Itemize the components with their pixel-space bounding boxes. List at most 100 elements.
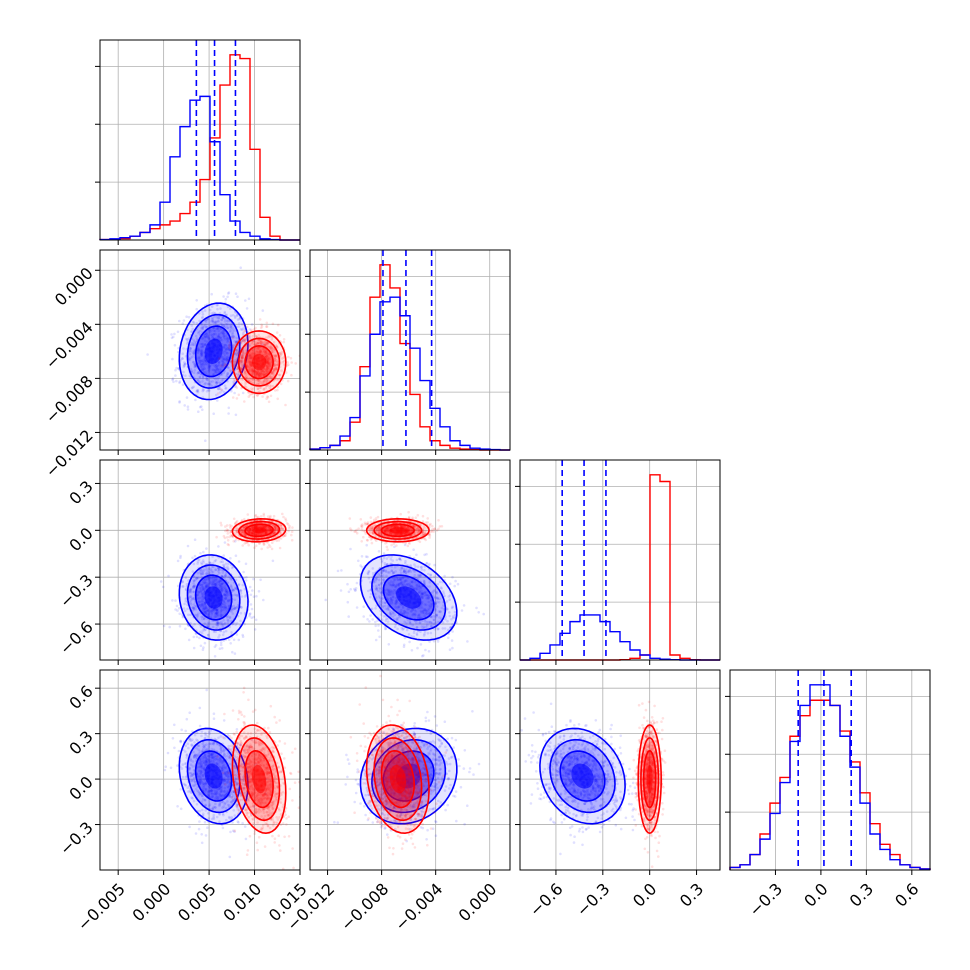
series-a-point <box>227 562 230 566</box>
series-a-point <box>209 380 213 384</box>
series-a-point <box>224 605 227 608</box>
series-a-point <box>390 599 394 602</box>
series-a-point <box>215 376 219 379</box>
series-a-point <box>232 344 235 347</box>
series-a-point <box>229 576 232 580</box>
series-b-point <box>264 349 268 353</box>
series-a-point <box>198 375 202 379</box>
series-a-point <box>222 295 225 298</box>
series-a-point <box>224 606 228 610</box>
series-b-point <box>263 367 266 371</box>
series-b-point <box>228 341 232 344</box>
series-a-point <box>236 295 239 299</box>
series-b-point <box>257 372 261 375</box>
series-a-point <box>182 365 186 369</box>
series-b-point <box>269 516 272 519</box>
series-a-point <box>450 618 453 621</box>
series-b-point <box>274 354 278 357</box>
series-b-point <box>254 525 258 528</box>
series-b-point <box>234 361 238 365</box>
series-b-point <box>258 542 261 545</box>
series-a-point <box>204 335 207 339</box>
series-b-point <box>247 530 251 534</box>
series-a-point <box>416 565 420 568</box>
series-b-point <box>279 524 283 528</box>
series-a-point <box>243 339 247 342</box>
series-a-point <box>214 630 217 633</box>
series-a-point <box>426 631 430 635</box>
series-b-point <box>258 351 262 355</box>
series-b-point <box>258 318 262 321</box>
series-a-point <box>439 586 443 589</box>
series-a-point <box>415 626 419 629</box>
series-a-point <box>445 607 449 610</box>
series-b-contour <box>237 337 281 387</box>
series-b-point <box>265 354 268 358</box>
series-a-point <box>211 316 214 320</box>
series-a-point <box>380 560 384 564</box>
series-a-point <box>392 588 396 592</box>
series-b-point <box>424 538 428 542</box>
series-a-point <box>439 610 442 613</box>
series-b-point <box>266 361 269 364</box>
series-a-point <box>220 646 224 650</box>
series-a-point <box>426 597 430 600</box>
series-a-point <box>196 562 199 565</box>
series-a-point <box>412 612 416 615</box>
series-b-point <box>241 351 245 355</box>
series-b-point <box>250 343 254 346</box>
series-a-point <box>379 613 383 616</box>
series-a-point <box>190 324 194 327</box>
series-a-point <box>210 292 213 296</box>
series-a-point <box>418 573 421 577</box>
series-a-point <box>227 575 230 579</box>
series-b-point <box>266 342 270 345</box>
series-a-point <box>430 599 433 602</box>
series-a-point <box>200 359 204 363</box>
series-b-point <box>274 527 278 531</box>
series-a-point <box>224 584 227 587</box>
series-b-point <box>218 357 221 360</box>
series-a-point <box>221 581 224 585</box>
series-a-point <box>222 564 226 567</box>
series-a-point <box>249 593 253 597</box>
series-a-point <box>222 600 225 603</box>
series-a-point <box>212 609 216 613</box>
series-a-point <box>197 348 200 352</box>
series-b-point <box>267 357 270 361</box>
series-a-point <box>192 635 196 639</box>
series-a-point <box>224 343 227 347</box>
series-a-point <box>197 576 200 580</box>
series-a-point <box>223 576 226 580</box>
series-a-point <box>220 331 223 335</box>
series-a-point <box>215 381 218 385</box>
series-a-point <box>390 590 394 593</box>
series-a-point <box>209 568 213 571</box>
series-a-point <box>220 582 224 585</box>
series-a-point <box>239 589 243 592</box>
series-a-point <box>221 359 225 363</box>
series-a-point <box>259 578 262 582</box>
series-a-point <box>395 600 398 603</box>
series-b-point <box>241 363 244 367</box>
series-a-point <box>221 605 225 609</box>
series-a-point <box>220 318 223 321</box>
series-a-point <box>222 332 225 336</box>
series-b-point <box>249 528 252 531</box>
series-a-point <box>202 582 205 586</box>
series-b-point <box>247 530 250 534</box>
series-b-point <box>251 369 254 372</box>
series-b-point <box>267 526 271 529</box>
series-a-point <box>175 379 178 383</box>
series-a-point <box>217 335 220 339</box>
series-a-point <box>408 582 411 586</box>
series-a-point <box>389 612 392 616</box>
series-a-point <box>339 589 343 592</box>
series-a-point <box>202 587 205 590</box>
series-a-point <box>394 596 398 600</box>
series-a-point <box>176 609 179 612</box>
series-b-point <box>228 346 231 349</box>
series-a-point <box>219 614 223 617</box>
series-b-point <box>249 528 252 531</box>
series-a-point <box>412 631 416 635</box>
